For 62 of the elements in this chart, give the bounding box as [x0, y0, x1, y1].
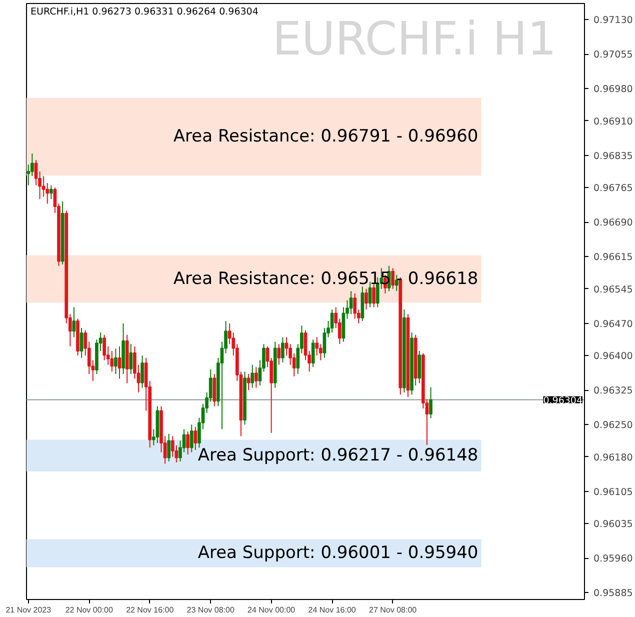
candlestick: [304, 330, 308, 361]
candlestick: [418, 350, 422, 384]
y-tick-label: 0.96910: [594, 116, 633, 128]
candlestick: [315, 336, 319, 356]
candlestick: [246, 373, 250, 391]
y-tick-label: 0.96980: [594, 84, 633, 96]
candlestick: [72, 306, 76, 338]
candlestick: [80, 327, 84, 358]
y-tick-label: 0.96400: [594, 351, 633, 362]
y-tick-label: 0.96615: [594, 252, 633, 264]
candlestick: [190, 424, 194, 453]
y-tick-label: 0.96180: [594, 452, 633, 464]
y-tick-label: 0.97130: [594, 15, 633, 26]
x-tick-label: 23 Nov 08:00: [186, 606, 235, 614]
y-tick-label: 0.96470: [594, 318, 633, 330]
y-tick-label: 0.96835: [594, 150, 633, 162]
candlestick: [364, 288, 368, 310]
candlestick: [167, 433, 171, 462]
candlestick: [212, 373, 216, 407]
candlestick: [254, 366, 258, 388]
candlestick: [186, 431, 190, 456]
y-tick-label: 0.96765: [594, 183, 633, 194]
candlestick: [114, 348, 118, 374]
y-tick-label: 0.95960: [594, 554, 633, 565]
y-tick-label: 0.96690: [594, 218, 633, 229]
candlestick: [429, 386, 432, 419]
y-tick-label: 0.96325: [594, 386, 633, 397]
x-tick-label: 24 Nov 16:00: [308, 606, 356, 614]
candlestick: [353, 292, 357, 320]
x-tick-label: 24 Nov 00:00: [248, 606, 296, 614]
candlestick: [284, 336, 288, 356]
band-label: Area Support: 0.96001 - 0.95940: [198, 543, 478, 564]
x-tick-label: 27 Nov 08:00: [369, 606, 418, 614]
candlestick: [129, 344, 133, 374]
y-tick-label: 0.96250: [594, 420, 633, 432]
candlestick: [322, 327, 326, 358]
candlestick: [194, 426, 198, 450]
x-tick-label: 22 Nov 00:00: [65, 606, 114, 614]
candlestick: [349, 290, 353, 315]
candlestick: [250, 364, 254, 388]
chart-subtitle: EURCHF.i,H1 0.96273 0.96331 0.96264 0.96304: [30, 6, 258, 18]
candlestick: [372, 284, 376, 308]
candlestick: [118, 346, 122, 380]
candlestick: [102, 334, 106, 361]
y-tick-label: 0.96545: [594, 284, 633, 296]
ref-line-label: 0.96304: [543, 395, 583, 406]
band-label: Area Resistance: 0.96791 - 0.96960: [173, 126, 478, 147]
candlestick: [311, 338, 315, 368]
band-label: Area Support: 0.96217 - 0.96148: [198, 446, 478, 466]
candlestick: [140, 355, 144, 388]
candlestick: [330, 309, 334, 334]
candlestick: [34, 159, 38, 186]
candlestick: [277, 344, 281, 366]
candlestick: [49, 184, 53, 200]
y-tick-label: 0.96035: [594, 519, 633, 530]
x-tick-label: 21 Nov 2023: [6, 606, 52, 614]
y-tick-label: 0.96105: [594, 486, 633, 498]
x-tick-label: 22 Nov 16:00: [126, 606, 174, 614]
y-tick-label: 0.97055: [594, 50, 633, 61]
y-tick-label: 0.95885: [594, 588, 633, 600]
candlestick: [281, 336, 284, 363]
candlestick: [110, 350, 114, 372]
